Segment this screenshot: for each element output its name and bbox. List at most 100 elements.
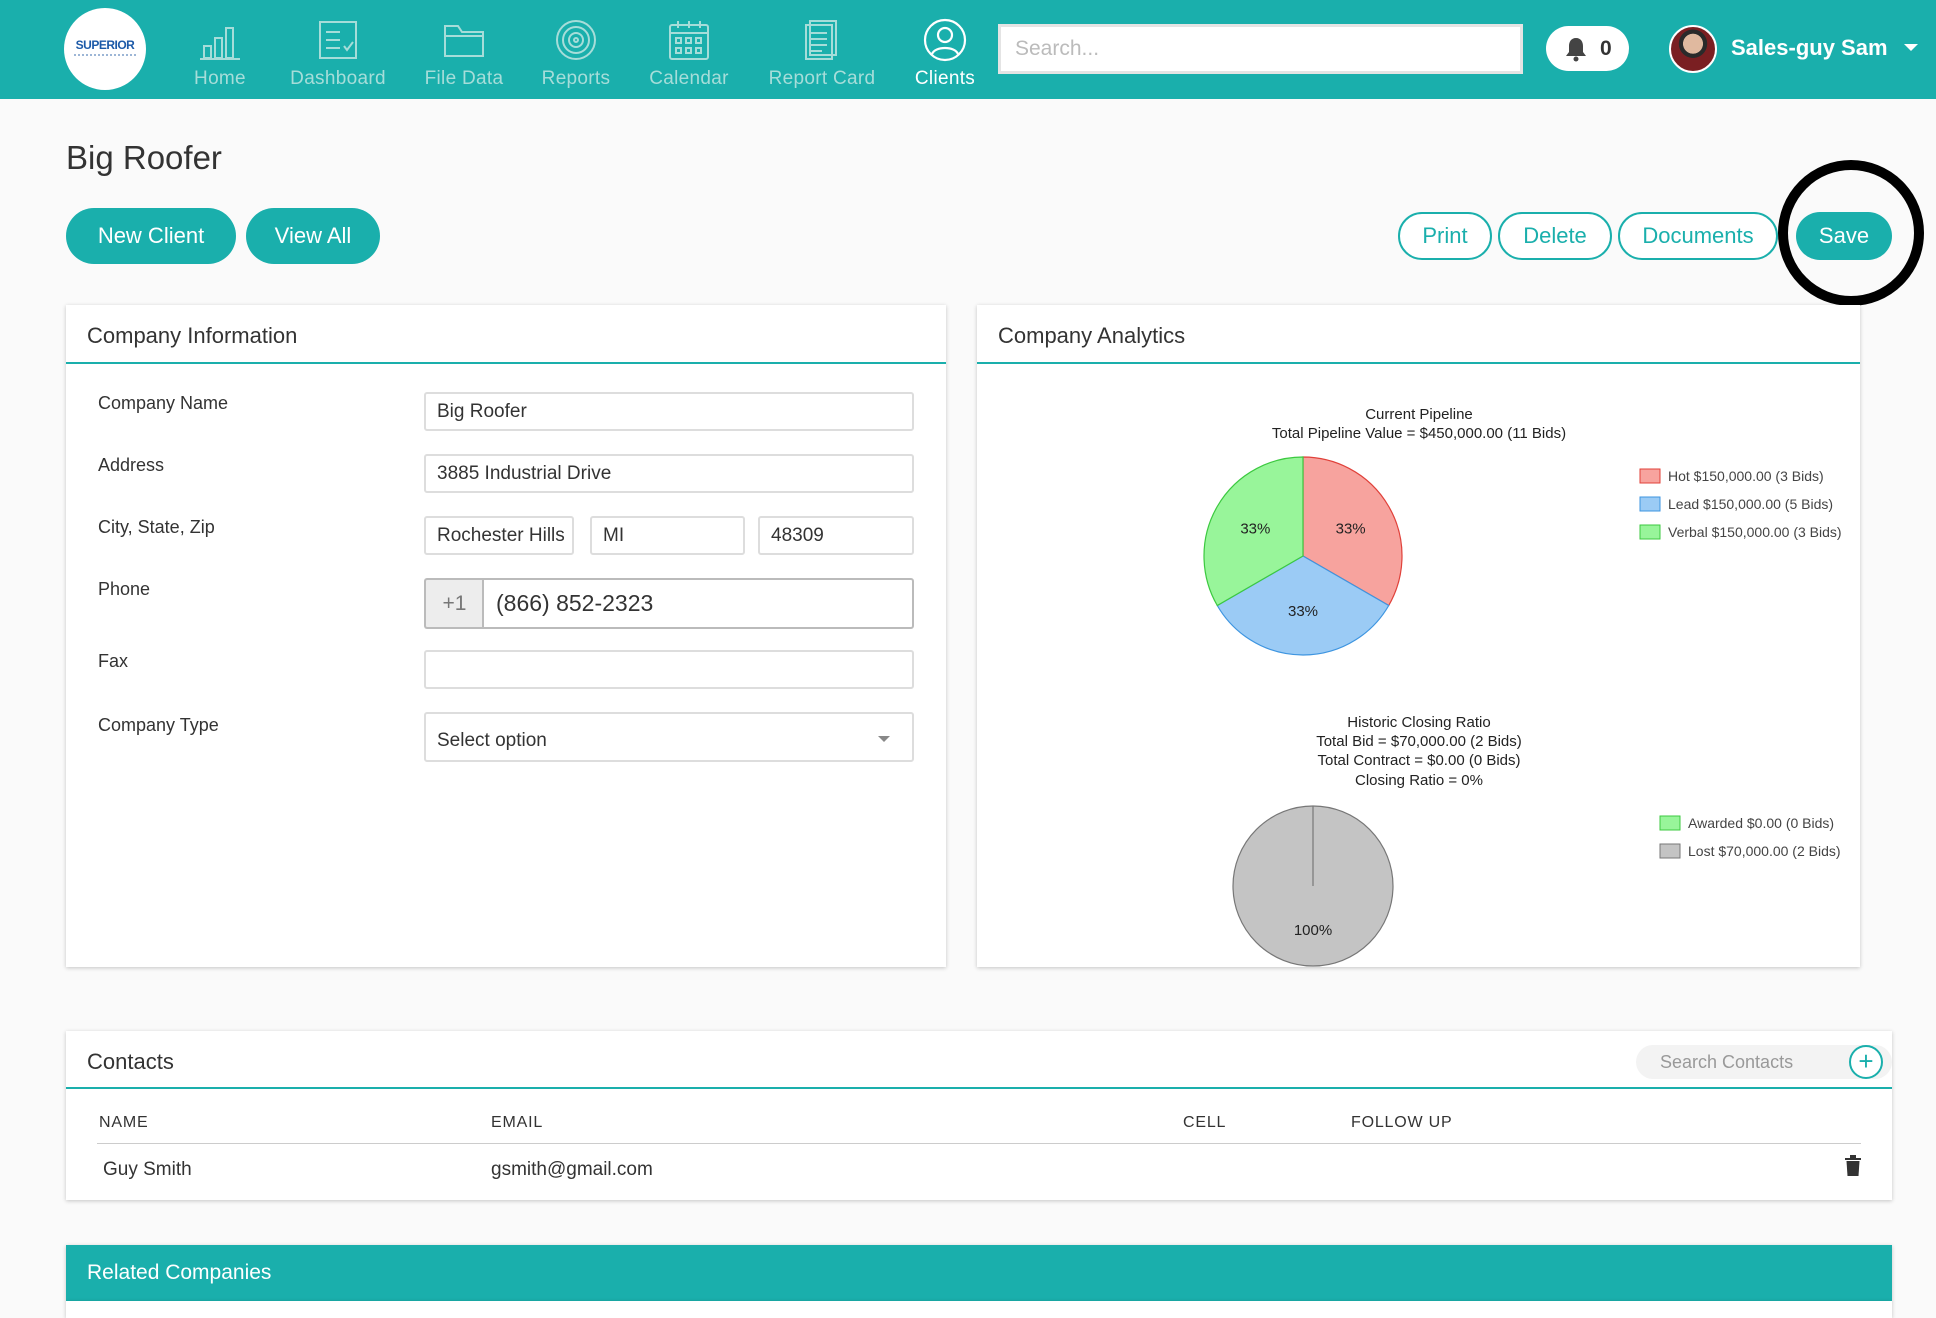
delete-button[interactable]: Delete — [1498, 212, 1612, 260]
closing-ratio-pie: 100% — [1232, 805, 1394, 967]
nav-calendar-label: Calendar — [649, 68, 729, 89]
user-name[interactable]: Sales-guy Sam — [1731, 35, 1888, 60]
add-contact-button[interactable]: + — [1849, 1045, 1883, 1079]
chevron-down-icon[interactable] — [1904, 44, 1918, 51]
phone-input[interactable]: (866) 852-2323 — [482, 578, 914, 629]
related-companies-header[interactable]: Related Companies — [66, 1245, 1892, 1301]
bar-chart-icon — [200, 27, 240, 60]
checklist-icon — [319, 21, 357, 59]
legend-label[interactable]: Awarded $0.00 (0 Bids) — [1688, 815, 1834, 831]
phone-country-code[interactable]: +1 — [424, 578, 483, 629]
legend-swatch[interactable] — [1659, 815, 1681, 831]
card-divider — [977, 362, 1860, 364]
address-input[interactable]: 3885 Industrial Drive — [424, 454, 914, 493]
company-type-label: Company Type — [98, 715, 219, 735]
legend-swatch[interactable] — [1639, 524, 1661, 540]
column-header-cell[interactable]: CELL — [1183, 1114, 1227, 1131]
nav-report-card[interactable]: Report Card — [764, 18, 880, 92]
contacts-title: Contacts — [87, 1049, 174, 1074]
contacts-card: Contacts + NAME EMAIL CELL FOLLOW UP Guy… — [66, 1031, 1892, 1200]
company-type-value: Select option — [437, 730, 547, 751]
related-companies-body — [66, 1301, 1892, 1318]
legend-label[interactable]: Lost $70,000.00 (2 Bids) — [1688, 843, 1841, 859]
pie-slice-label: 33% — [1288, 603, 1318, 620]
pie-slice-label: 100% — [1294, 922, 1332, 939]
folder-icon — [444, 25, 484, 57]
pie-slice-label: 33% — [1240, 521, 1270, 538]
company-logo[interactable]: SUPERIOR — [64, 8, 146, 90]
legend-label[interactable]: Verbal $150,000.00 (3 Bids) — [1668, 524, 1842, 540]
notifications-button[interactable]: 0 — [1546, 26, 1629, 71]
logo-underline — [74, 54, 136, 57]
fax-label: Fax — [98, 651, 129, 671]
nav-calendar[interactable]: Calendar — [648, 18, 730, 92]
pipeline-pie: 33% 33% 33% — [1203, 456, 1403, 656]
closing-ratio-chart-title: Historic Closing Ratio — [1347, 714, 1490, 731]
phone-label: Phone — [98, 579, 151, 599]
plus-icon: + — [1858, 1046, 1874, 1076]
calendar-icon — [669, 21, 709, 60]
legend-label[interactable]: Lead $150,000.00 (5 Bids) — [1668, 496, 1833, 512]
legend-label[interactable]: Hot $150,000.00 (3 Bids) — [1668, 468, 1824, 484]
column-header-follow-up[interactable]: FOLLOW UP — [1351, 1114, 1453, 1131]
bell-icon — [1566, 38, 1586, 62]
new-client-button[interactable]: New Client — [66, 208, 236, 264]
notification-count: 0 — [1600, 37, 1612, 60]
pipeline-chart-subtitle: Total Pipeline Value = $450,000.00 (11 B… — [1272, 425, 1566, 442]
card-divider — [66, 362, 946, 364]
company-name-label: Company Name — [98, 393, 229, 413]
target-icon — [556, 20, 596, 60]
nav-clients[interactable]: Clients — [912, 18, 978, 92]
company-type-select[interactable]: Select option — [424, 712, 914, 762]
company-name-input[interactable]: Big Roofer — [424, 392, 914, 431]
state-input[interactable]: MI — [590, 516, 745, 555]
city-state-zip-label: City, State, Zip — [98, 517, 215, 537]
company-information-title: Company Information — [87, 323, 298, 348]
nav-home[interactable]: Home — [190, 18, 250, 92]
pipeline-chart-title: Current Pipeline — [1365, 406, 1473, 423]
nav-dashboard-label: Dashboard — [290, 68, 386, 89]
contact-email: gsmith@gmail.com — [491, 1159, 653, 1180]
fax-input[interactable] — [424, 650, 914, 689]
legend-swatch[interactable] — [1659, 843, 1681, 859]
trash-icon[interactable] — [1844, 1155, 1862, 1177]
card-divider — [66, 1087, 1892, 1089]
table-header-divider — [97, 1143, 1861, 1144]
nav-clients-label: Clients — [914, 68, 976, 89]
city-input[interactable]: Rochester Hills — [424, 516, 574, 555]
closing-ratio-subtitle-2: Total Contract = $0.00 (0 Bids) — [1317, 752, 1520, 769]
nav-reports[interactable]: Reports — [538, 18, 614, 92]
closing-ratio-legend: Awarded $0.00 (0 Bids) Lost $70,000.00 (2… — [1659, 815, 1841, 859]
pie-slice[interactable] — [1203, 456, 1304, 607]
print-button[interactable]: Print — [1398, 212, 1492, 260]
zip-input[interactable]: 48309 — [758, 516, 914, 555]
nav-dashboard[interactable]: Dashboard — [286, 18, 390, 92]
nav-report-card-label: Report Card — [768, 68, 876, 89]
nav-file-data-label: File Data — [424, 68, 504, 89]
view-all-button[interactable]: View All — [246, 208, 380, 264]
closing-ratio-subtitle-3: Closing Ratio = 0% — [1355, 772, 1483, 789]
save-highlight-circle — [1778, 160, 1924, 306]
pipeline-legend: Hot $150,000.00 (3 Bids) Lead $150,000.00… — [1639, 468, 1842, 540]
nav-file-data[interactable]: File Data — [424, 18, 504, 92]
document-icon — [805, 20, 837, 60]
legend-swatch[interactable] — [1639, 496, 1661, 512]
contact-name: Guy Smith — [103, 1159, 192, 1180]
closing-ratio-subtitle-1: Total Bid = $70,000.00 (2 Bids) — [1316, 733, 1522, 750]
column-header-email[interactable]: EMAIL — [491, 1114, 544, 1131]
pie-slice[interactable] — [1302, 456, 1403, 607]
top-nav-bar: SUPERIOR Home Dashboard File Data Report… — [0, 0, 1936, 99]
search-contacts-input[interactable] — [1636, 1045, 1892, 1079]
pie-slice-label: 33% — [1336, 521, 1366, 538]
nav-home-label: Home — [194, 68, 246, 89]
column-header-name[interactable]: NAME — [99, 1114, 149, 1131]
global-search-input[interactable] — [998, 24, 1523, 74]
avatar[interactable] — [1669, 25, 1717, 73]
nav-reports-label: Reports — [541, 68, 611, 89]
company-analytics-card: Company Analytics Current Pipeline Total… — [977, 305, 1860, 967]
company-analytics-title: Company Analytics — [998, 323, 1186, 348]
page-title: Big Roofer — [66, 139, 222, 176]
logo-text: SUPERIOR — [75, 38, 135, 52]
legend-swatch[interactable] — [1639, 468, 1661, 484]
documents-button[interactable]: Documents — [1618, 212, 1778, 260]
